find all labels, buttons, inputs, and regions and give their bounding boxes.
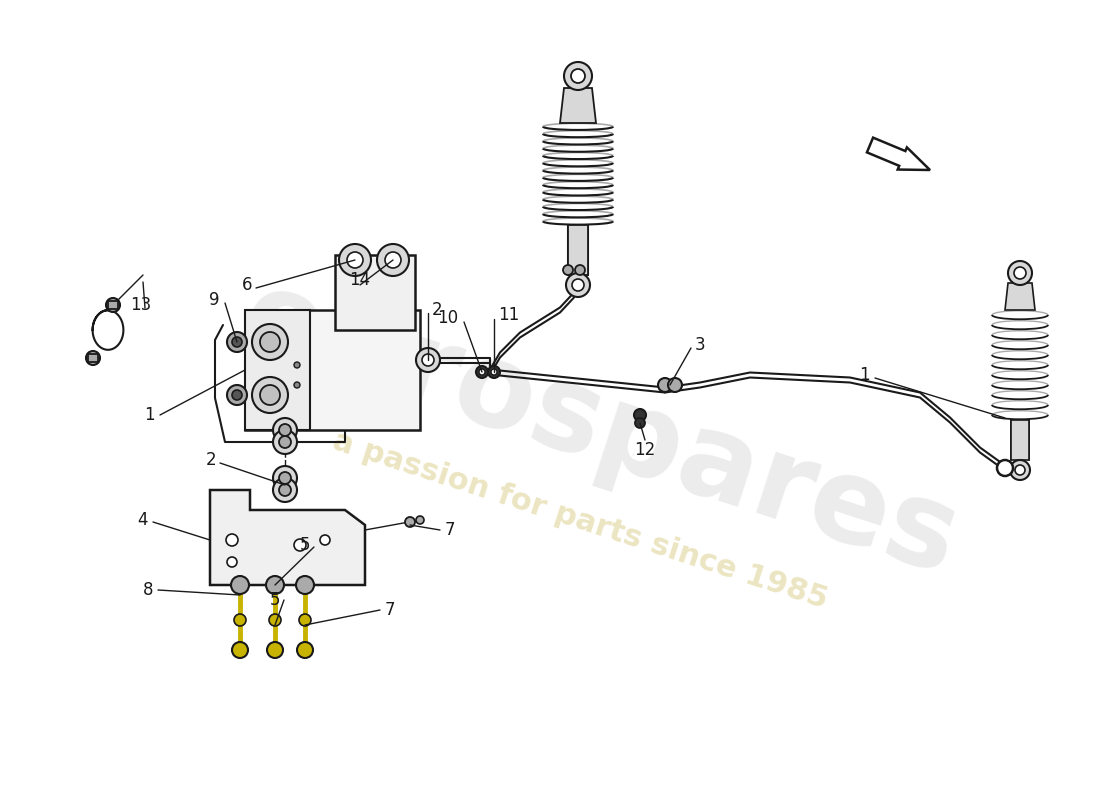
- Circle shape: [234, 614, 246, 626]
- Circle shape: [279, 484, 292, 496]
- Circle shape: [294, 362, 300, 368]
- Circle shape: [273, 430, 297, 454]
- Text: 2: 2: [206, 451, 216, 469]
- Text: 5: 5: [299, 536, 310, 554]
- Circle shape: [491, 369, 497, 375]
- Circle shape: [279, 424, 292, 436]
- Circle shape: [260, 332, 280, 352]
- Circle shape: [226, 534, 238, 546]
- Text: 1: 1: [144, 406, 155, 424]
- Circle shape: [416, 348, 440, 372]
- Circle shape: [252, 324, 288, 360]
- Circle shape: [252, 377, 288, 413]
- Circle shape: [294, 382, 300, 388]
- Circle shape: [297, 642, 313, 658]
- Circle shape: [227, 557, 236, 567]
- Circle shape: [270, 614, 280, 626]
- Circle shape: [635, 418, 645, 428]
- Polygon shape: [210, 490, 365, 585]
- Text: 8: 8: [143, 581, 153, 599]
- Circle shape: [478, 369, 485, 375]
- Circle shape: [86, 351, 100, 365]
- Circle shape: [1008, 261, 1032, 285]
- Circle shape: [634, 409, 646, 421]
- Circle shape: [1015, 465, 1025, 475]
- Circle shape: [320, 535, 330, 545]
- Text: 14: 14: [350, 271, 371, 289]
- Text: 4: 4: [138, 511, 148, 529]
- Circle shape: [422, 354, 435, 366]
- Circle shape: [232, 390, 242, 400]
- Text: 1: 1: [859, 366, 870, 384]
- Circle shape: [106, 298, 120, 312]
- Bar: [1011, 420, 1028, 460]
- Circle shape: [279, 472, 292, 484]
- Circle shape: [575, 265, 585, 275]
- Circle shape: [279, 436, 292, 448]
- Circle shape: [231, 576, 249, 594]
- Circle shape: [232, 642, 248, 658]
- Circle shape: [267, 642, 283, 658]
- Bar: [88, 354, 98, 362]
- Circle shape: [260, 385, 280, 405]
- Circle shape: [564, 62, 592, 90]
- Bar: [336, 255, 415, 330]
- Text: 7: 7: [446, 521, 455, 539]
- Polygon shape: [560, 88, 596, 123]
- Bar: [245, 310, 420, 430]
- Circle shape: [227, 332, 248, 352]
- Circle shape: [232, 337, 242, 347]
- Text: 11: 11: [498, 306, 519, 324]
- Bar: [568, 225, 588, 275]
- Circle shape: [1014, 267, 1026, 279]
- Circle shape: [294, 539, 306, 551]
- Circle shape: [416, 516, 424, 524]
- Circle shape: [1010, 460, 1030, 480]
- Circle shape: [571, 69, 585, 83]
- Text: 6: 6: [242, 276, 252, 294]
- Text: 7: 7: [385, 601, 396, 619]
- Text: 10: 10: [437, 309, 458, 327]
- Circle shape: [346, 252, 363, 268]
- Circle shape: [658, 378, 672, 392]
- Text: 9: 9: [209, 291, 220, 309]
- Bar: [108, 301, 118, 309]
- Circle shape: [566, 273, 590, 297]
- Text: 12: 12: [635, 441, 656, 459]
- Circle shape: [273, 418, 297, 442]
- Circle shape: [385, 252, 402, 268]
- Text: 13: 13: [130, 296, 152, 314]
- Circle shape: [296, 576, 314, 594]
- Circle shape: [405, 517, 415, 527]
- Circle shape: [339, 244, 371, 276]
- Text: 5: 5: [270, 591, 280, 609]
- Bar: [245, 310, 310, 430]
- Circle shape: [377, 244, 409, 276]
- Circle shape: [266, 576, 284, 594]
- Polygon shape: [1005, 283, 1035, 310]
- Circle shape: [488, 366, 501, 378]
- Circle shape: [227, 385, 248, 405]
- Circle shape: [997, 460, 1013, 476]
- Text: a passion for parts since 1985: a passion for parts since 1985: [329, 426, 832, 614]
- Text: eurospares: eurospares: [228, 260, 972, 600]
- Circle shape: [572, 279, 584, 291]
- Circle shape: [273, 478, 297, 502]
- Circle shape: [668, 378, 682, 392]
- Circle shape: [299, 614, 311, 626]
- Text: 2: 2: [432, 301, 442, 319]
- Text: 3: 3: [695, 336, 705, 354]
- Circle shape: [273, 466, 297, 490]
- Circle shape: [563, 265, 573, 275]
- Circle shape: [476, 366, 488, 378]
